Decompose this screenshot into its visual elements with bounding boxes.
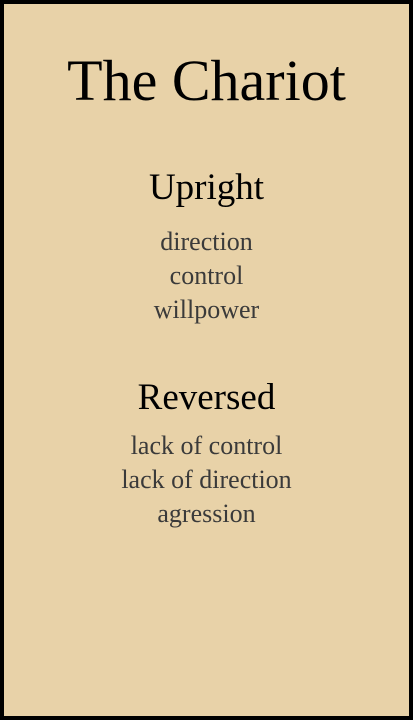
upright-heading: Upright bbox=[148, 167, 265, 208]
card-title: The Chariot bbox=[67, 48, 346, 113]
upright-meanings: direction control willpower bbox=[4, 225, 409, 327]
reversed-meaning: lack of control bbox=[130, 431, 283, 460]
reversed-meanings: lack of control lack of direction agress… bbox=[4, 429, 409, 531]
reversed-heading: Reversed bbox=[137, 377, 276, 418]
upright-meaning: willpower bbox=[153, 295, 260, 324]
upright-meaning: direction bbox=[160, 227, 253, 256]
reversed-meaning: agression bbox=[157, 499, 256, 528]
upright-meaning: control bbox=[169, 261, 244, 290]
reversed-meaning: lack of direction bbox=[121, 465, 292, 494]
